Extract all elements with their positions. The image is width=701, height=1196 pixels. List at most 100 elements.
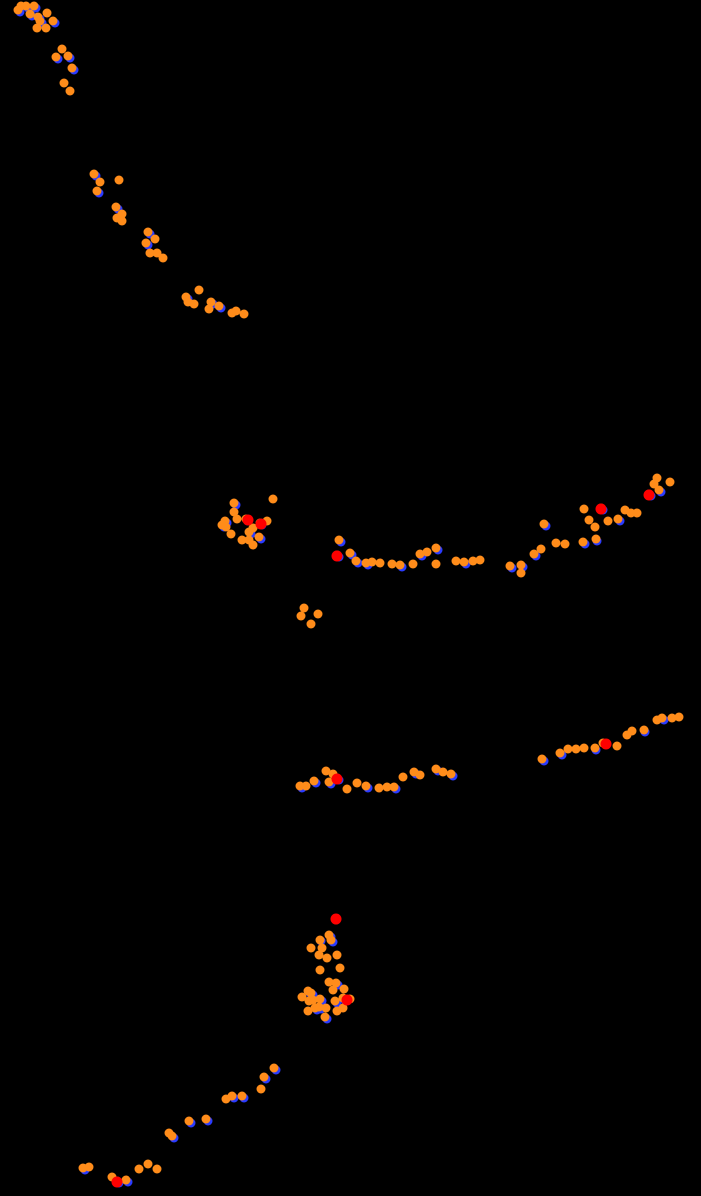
point-orange [135,1165,144,1174]
point-orange [592,535,601,544]
point-orange [118,217,127,226]
point-orange [390,783,399,792]
point-orange [270,1064,279,1073]
point-red [332,774,343,785]
scatter-plot-canvas [0,0,701,1196]
point-orange [604,517,613,526]
point-orange [580,505,589,514]
point-orange [353,779,362,788]
point-red [601,739,612,750]
point-orange [655,486,664,495]
point-orange [362,782,371,791]
point-red [256,519,267,530]
point-orange [85,1163,94,1172]
point-red [331,914,342,925]
point-orange [329,986,338,995]
point-orange [579,538,588,547]
point-orange [343,785,352,794]
point-orange [93,187,102,196]
point-orange [561,540,570,549]
point-orange [552,539,561,548]
point-orange [190,300,199,309]
point-orange [316,966,325,975]
point-orange [257,1085,266,1094]
point-orange [202,1115,211,1124]
point-orange [165,1129,174,1138]
point-orange [222,1095,231,1104]
point-red [596,504,607,515]
point-orange [327,936,336,945]
point-red [342,995,353,1006]
point-orange [255,533,264,542]
point-orange [64,52,73,61]
point-orange [323,954,332,963]
point-red [332,551,343,562]
point-orange [233,515,242,524]
point-orange [33,24,42,33]
point-orange [423,548,432,557]
point-orange [633,509,642,518]
point-orange [396,561,405,570]
point-orange [321,1013,330,1022]
point-orange [537,545,546,554]
point-orange [142,239,151,248]
point-orange [628,727,637,736]
point-orange [240,310,249,319]
point-orange [333,951,342,960]
point-orange [314,610,323,619]
point-orange [49,17,58,26]
point-orange [580,744,589,753]
point-orange [52,53,61,62]
point-orange [227,530,236,539]
point-orange [195,286,204,295]
point-orange [340,985,349,994]
point-orange [269,495,278,504]
point-orange [249,541,258,550]
point-orange [675,713,684,722]
point-orange [66,87,75,96]
point-orange [640,726,649,735]
point-orange [205,305,214,314]
point-orange [322,1004,331,1013]
point-orange [260,1073,269,1082]
point-orange [336,964,345,973]
point-orange [540,520,549,529]
point-orange [144,1160,153,1169]
point-orange [68,64,77,73]
point-orange [476,556,485,565]
point-red [243,515,254,526]
point-orange [230,499,239,508]
point-orange [185,1117,194,1126]
point-orange [151,235,160,244]
point-orange [666,478,675,487]
point-orange [30,2,39,11]
point-orange [591,523,600,532]
point-orange [653,474,662,483]
point-orange [310,777,319,786]
point-orange [409,560,418,569]
point-orange [658,714,667,723]
point-orange [506,562,515,571]
point-orange [153,1165,162,1174]
point-orange [307,620,316,629]
point-orange [122,1176,131,1185]
point-orange [399,773,408,782]
point-orange [416,771,425,780]
point-orange [352,557,361,566]
point-orange [432,560,441,569]
point-red [644,490,655,501]
point-orange [159,254,168,263]
point-red [112,1177,123,1188]
point-orange [96,178,105,187]
point-orange [613,742,622,751]
point-orange [614,515,623,524]
point-orange [307,944,316,953]
point-orange [432,544,441,553]
point-orange [447,770,456,779]
point-orange [115,176,124,185]
point-orange [538,755,547,764]
point-orange [42,24,51,33]
point-orange [297,612,306,621]
point-orange [376,559,385,568]
point-orange [215,302,224,311]
